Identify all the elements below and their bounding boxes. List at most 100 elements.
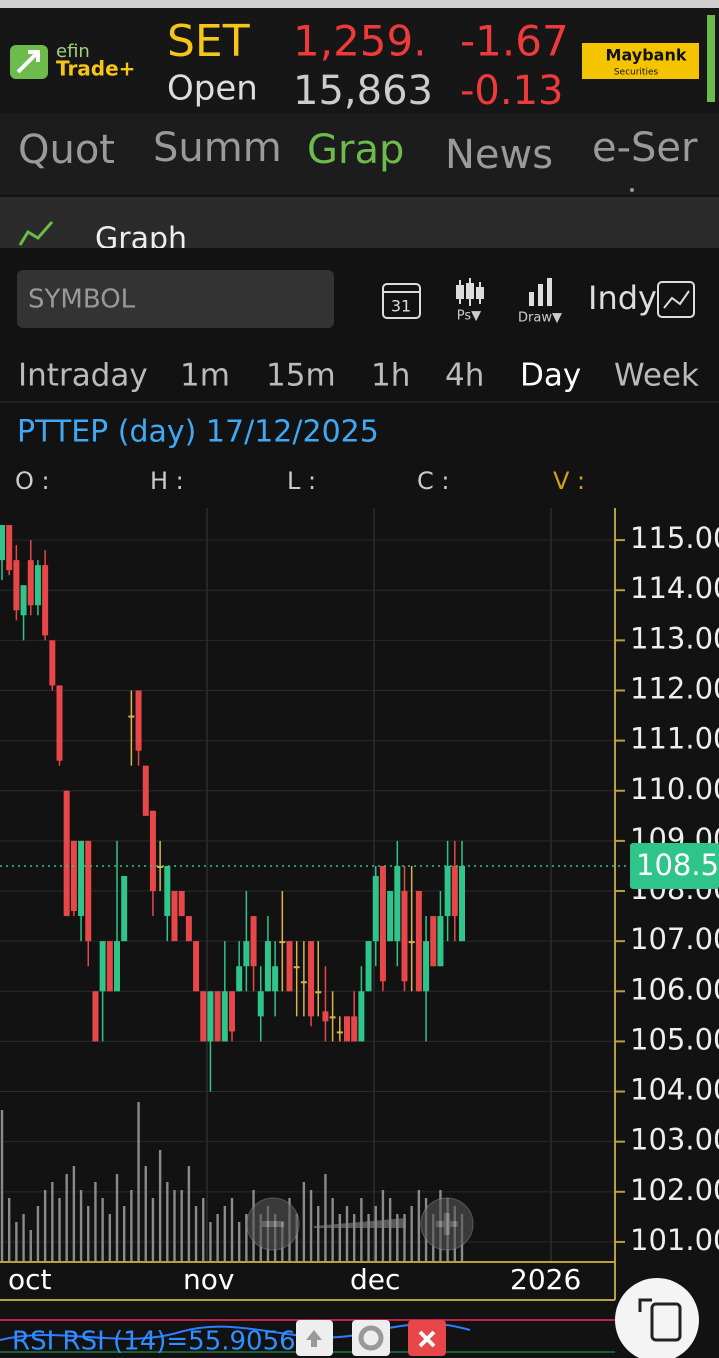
info-label: O :	[15, 467, 50, 495]
section-bar	[0, 197, 719, 257]
volume-bar	[396, 1214, 399, 1262]
x-label: oct	[8, 1263, 52, 1296]
y-tick-label: 113.00	[630, 621, 719, 655]
zoom-slider[interactable]	[314, 1218, 406, 1228]
tab[interactable]: Summ	[153, 125, 282, 171]
candle-body	[20, 585, 27, 616]
candle-body	[300, 981, 307, 984]
broker-logo	[582, 43, 699, 79]
candle-body	[415, 891, 422, 992]
candles	[0, 525, 465, 1262]
volume-bar	[317, 1206, 320, 1262]
y-tick-label: 102.00	[630, 1173, 719, 1207]
candle-body	[185, 916, 192, 942]
status-strip	[0, 0, 719, 8]
interval[interactable]: 15m	[266, 358, 336, 394]
candle-body	[6, 525, 13, 571]
candle-body	[149, 810, 156, 892]
tab-dot	[630, 188, 634, 192]
volume-bar	[360, 1198, 363, 1262]
candle-body	[92, 991, 99, 1042]
logo-bottom: Trade+	[56, 57, 135, 81]
candle-body	[142, 765, 149, 816]
candle-body	[42, 565, 49, 636]
side-bar	[707, 15, 715, 102]
open-label: Open	[167, 69, 258, 109]
candle-body	[315, 991, 322, 994]
candle-body	[423, 941, 430, 992]
candle-body	[27, 560, 34, 606]
volume-bar	[65, 1174, 68, 1262]
tab-bar	[0, 113, 719, 195]
volume-bar	[122, 1206, 126, 1262]
volume-bar	[209, 1222, 212, 1262]
candle-body	[365, 941, 372, 992]
candle-body	[444, 865, 451, 917]
candle-body	[78, 840, 85, 917]
candle-body	[85, 840, 92, 942]
volume-bar	[230, 1198, 234, 1262]
candle-body	[272, 966, 279, 992]
interval[interactable]: Week	[614, 358, 699, 394]
candle-body	[257, 991, 264, 1017]
indy-icon[interactable]	[657, 281, 695, 318]
indy-label[interactable]: Indy	[588, 279, 657, 317]
volume-bar	[403, 1214, 406, 1262]
settings-button[interactable]	[352, 1320, 390, 1356]
candle-body	[387, 891, 394, 942]
volume-bar	[173, 1190, 176, 1262]
volume-bar	[151, 1198, 155, 1262]
volume-bar	[0, 1110, 4, 1262]
candle-body	[99, 941, 106, 992]
volume-bar	[79, 1190, 83, 1262]
candle-body	[128, 715, 135, 718]
candle-body	[408, 941, 415, 944]
candle-body	[70, 840, 77, 912]
calendar-icon[interactable]	[382, 283, 421, 319]
interval[interactable]: Day	[520, 358, 581, 394]
ps-icon[interactable]	[456, 278, 484, 306]
y-tick-label: 111.00	[630, 722, 719, 756]
volume-bar	[388, 1198, 392, 1262]
volume-bar	[216, 1214, 219, 1262]
tab[interactable]: e-Ser	[592, 125, 698, 171]
symbol-input[interactable]	[17, 270, 334, 328]
candle-body	[178, 891, 185, 917]
volume-bar	[58, 1198, 61, 1262]
draw-icon[interactable]	[529, 278, 552, 306]
candle-body	[322, 1011, 329, 1022]
interval[interactable]: 1h	[371, 358, 410, 394]
interval[interactable]: 1m	[180, 358, 230, 394]
index-name: SET	[167, 16, 250, 67]
broker-sub: Securities	[614, 68, 659, 78]
candle-body	[106, 941, 113, 992]
y-tick-label: 101.00	[630, 1223, 719, 1257]
volume-bar	[245, 1214, 248, 1262]
volume-bar	[166, 1182, 169, 1262]
candle-body	[135, 690, 142, 751]
volume-bar	[202, 1198, 205, 1262]
volume-bar	[324, 1174, 327, 1262]
volume-bar	[72, 1166, 76, 1262]
zoom-out-icon	[262, 1221, 284, 1227]
interval[interactable]: 4h	[445, 358, 484, 394]
candle-body	[336, 1031, 343, 1034]
open-change: -0.13	[460, 68, 564, 114]
candle-body	[351, 1016, 358, 1042]
candle-body	[344, 1016, 350, 1042]
tab[interactable]: Quot	[18, 127, 115, 173]
candle-body	[459, 865, 465, 942]
tab[interactable]: Grap	[307, 127, 404, 173]
y-tick-label: 104.00	[630, 1073, 719, 1107]
candle-body	[243, 941, 250, 967]
window-icon	[650, 1302, 682, 1342]
tab[interactable]: News	[445, 132, 553, 178]
candle-body	[214, 991, 221, 1042]
candle-body	[308, 941, 315, 1017]
volume-bar	[237, 1222, 241, 1262]
volume-bar	[94, 1182, 97, 1262]
candle-body	[430, 916, 437, 967]
info-label: V :	[553, 467, 585, 495]
candle-body	[286, 941, 293, 992]
interval[interactable]: Intraday	[18, 358, 148, 394]
